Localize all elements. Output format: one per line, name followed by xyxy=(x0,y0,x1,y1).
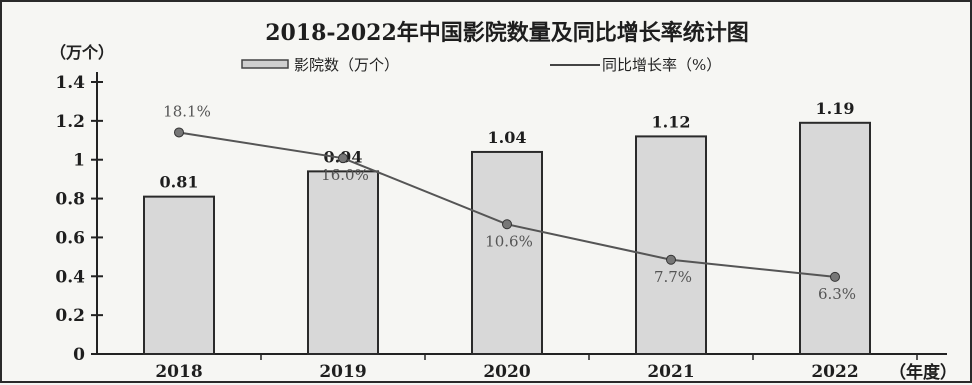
rate-value-label: 10.6% xyxy=(485,232,533,250)
bar-2019 xyxy=(307,170,379,355)
y-tick-label: 0.8 xyxy=(55,190,85,210)
rate-point-2021 xyxy=(666,254,676,265)
rate-value-label: 18.1% xyxy=(163,102,211,120)
y-axis-unit: （万个） xyxy=(50,43,114,62)
rate-point-2018 xyxy=(174,127,184,138)
x-tick-label: 2022 xyxy=(811,362,858,382)
x-tick-label: 2020 xyxy=(483,362,530,382)
x-tick-label: 2019 xyxy=(319,362,366,382)
rate-point-2022 xyxy=(830,271,840,282)
y-tick-label: 0.2 xyxy=(55,306,85,326)
bar-2018 xyxy=(143,195,215,355)
legend-bar-swatch xyxy=(241,59,289,69)
rate-point-2019 xyxy=(338,153,348,164)
rate-line: 18.1% 16.0% 10.6% 7.7% 6.3% xyxy=(163,102,856,302)
bar-value-label: 1.04 xyxy=(488,128,527,147)
x-tick-label: 2021 xyxy=(647,362,694,382)
bar-2020 xyxy=(471,150,543,355)
y-tick-label: 0.6 xyxy=(55,228,85,248)
rate-value-label: 6.3% xyxy=(818,285,856,303)
bars: 0.810.941.041.121.19 xyxy=(143,99,871,355)
y-tick-label: 0.4 xyxy=(55,267,85,287)
y-tick-label: 1 xyxy=(73,151,85,171)
bar-value-label: 0.81 xyxy=(160,173,199,192)
rate-point-2020 xyxy=(502,219,512,230)
rate-value-label: 7.7% xyxy=(654,268,692,286)
rate-value-label: 16.0% xyxy=(321,166,369,184)
chart-title: 2018-2022年中国影院数量及同比增长率统计图 xyxy=(265,20,749,46)
y-tick-label: 1.2 xyxy=(55,112,85,132)
y-tick-label: 1.4 xyxy=(55,73,85,93)
legend-line-label: 同比增长率（%） xyxy=(602,56,721,74)
legend-bar-label: 影院数（万个） xyxy=(294,56,399,74)
bar-value-label: 1.19 xyxy=(816,99,855,118)
x-axis-unit: （年度） xyxy=(889,362,957,383)
x-tick-label: 2018 xyxy=(155,362,202,382)
bar-2022 xyxy=(799,121,871,355)
bar-value-label: 1.12 xyxy=(652,112,691,131)
bar-2021 xyxy=(635,135,707,355)
y-tick-label: 0 xyxy=(73,345,85,365)
